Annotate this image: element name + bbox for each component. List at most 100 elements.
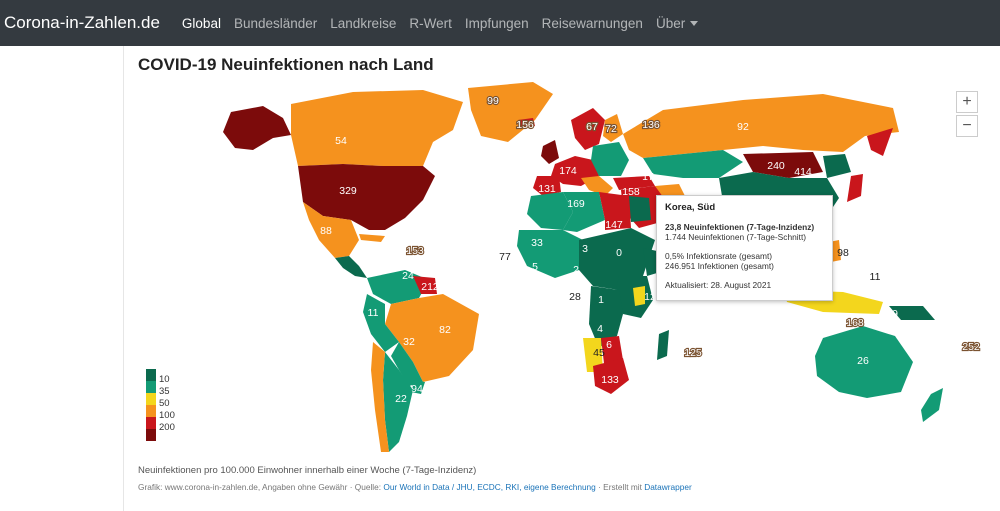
country-australia[interactable] [815,326,913,398]
country-usa[interactable] [298,164,435,230]
tooltip-country: Korea, Süd [665,202,716,213]
label-estonia: 136 [642,119,660,131]
country-uk[interactable] [541,140,559,164]
country-alaska[interactable] [223,106,291,150]
legend-swatch-50 [146,393,156,405]
label-paraguay: 94 [411,383,423,395]
nav-landkreise[interactable]: Landkreise [330,15,397,31]
datawrapper-link[interactable]: Datawrapper [644,482,692,492]
label-congo: 1 [598,294,604,306]
label-turkey: 158 [622,186,640,198]
world-map[interactable]: 99 156 67 72 92 54 240 414 329 174 131 1… [123,80,983,460]
country-west-africa[interactable] [517,230,583,278]
country-egypt[interactable] [629,196,651,222]
country-central-america[interactable] [335,256,367,278]
country-namibia[interactable] [583,338,603,372]
country-guyana[interactable] [413,276,437,294]
nav-ueber-label: Über [655,15,686,31]
country-libya[interactable] [599,192,631,230]
country-bolivia[interactable] [391,342,423,386]
legend-swatch-100 [146,405,156,417]
country-brazil[interactable] [385,294,479,382]
legend-label-35: 35 [159,386,170,397]
label-papua: 9 [892,308,898,320]
country-kamchatka[interactable] [867,128,893,156]
country-turkey[interactable] [613,176,655,190]
country-finland[interactable] [603,114,623,142]
country-eastern-europe[interactable] [591,142,629,176]
country-algeria[interactable] [563,192,605,232]
country-iceland[interactable] [518,118,535,128]
label-palau: 11 [870,271,881,283]
country-north-africa-west[interactable] [527,192,573,230]
label-russia: 92 [737,121,749,133]
caret-down-icon [690,20,699,26]
label-kazakh-west: 17 [642,171,654,183]
label-angola: 4 [597,323,603,335]
country-japan[interactable] [847,174,863,202]
country-iberia[interactable] [533,176,561,196]
country-greenland[interactable] [468,82,553,142]
country-madagascar[interactable] [657,330,669,360]
label-nigeria: 3 [582,243,588,255]
country-peru[interactable] [363,294,399,352]
map-description: Neuinfektionen pro 100.000 Einwohner inn… [138,465,477,476]
label-australia: 26 [857,355,869,367]
label-brazil: 82 [439,324,451,336]
country-colombia-venezuela[interactable] [367,270,429,304]
label-senegal: 33 [531,237,543,249]
country-kazakhstan[interactable] [643,150,743,178]
label-greenland: 99 [487,95,499,107]
label-philippines: 98 [837,247,849,259]
country-canada[interactable] [291,90,463,166]
label-cameroon: 2 [573,264,579,276]
source-link[interactable]: Our World in Data / JHU, ECDC, RKI, eige… [383,482,596,492]
legend-swatch-10 [146,369,156,381]
country-mexico[interactable] [303,202,359,258]
label-usa: 329 [339,185,357,197]
country-uruguay[interactable] [411,380,425,394]
label-gabon: 28 [569,291,581,303]
country-argentina[interactable] [383,352,413,452]
countries [223,82,943,452]
label-france: 174 [559,165,577,177]
country-papua[interactable] [889,306,935,320]
country-east-china-north[interactable] [823,154,851,178]
country-italy-balkans[interactable] [581,176,613,196]
source-prefix: Grafik: www.corona-in-zahlen.de, Angaben… [138,482,384,492]
zoom-in-button[interactable]: + [956,91,978,113]
country-new-zealand[interactable] [921,388,943,422]
label-argentina: 22 [395,393,407,405]
nav-global[interactable]: Global [181,15,221,31]
label-iceland: 156 [516,119,534,131]
country-southern-africa[interactable] [589,286,623,348]
nav-impfungen[interactable]: Impfungen [464,15,529,31]
label-libya: 147 [605,219,623,231]
brand-logo[interactable]: Corona-in-Zahlen.de [4,13,160,32]
country-chile[interactable] [371,342,389,452]
label-mauritius: 125 [684,347,702,359]
nav-reisewarnungen[interactable]: Reisewarnungen [541,15,643,31]
nav-ueber-dropdown[interactable]: Über [655,15,699,31]
country-russia[interactable] [623,94,899,158]
label-cape-verde: 77 [499,251,511,263]
label-zambia: 6 [606,339,612,351]
label-guinea: 5 [532,261,538,273]
zoom-out-button[interactable]: − [956,115,978,137]
legend-swatch-max [146,429,156,441]
country-cuba[interactable] [359,234,385,242]
label-south-africa: 133 [601,374,619,386]
country-central-africa[interactable] [579,228,655,290]
country-ethiopia-yellow[interactable] [633,286,645,306]
tooltip-average: 1.744 Neuinfektionen (7-Tage-Schnitt) [665,232,807,242]
country-mongolia[interactable] [743,152,823,178]
label-guyana: 212 [421,281,439,293]
country-scandinavia[interactable] [571,108,605,150]
label-canada: 54 [335,135,347,147]
nav-bundeslaender[interactable]: Bundesländer [233,15,318,31]
label-spain: 131 [538,183,556,195]
label-morocco-region: 169 [567,198,585,210]
country-value-labels: 99 156 67 72 92 54 240 414 329 174 131 1… [320,94,981,425]
nav-r-wert[interactable]: R-Wert [409,15,452,31]
country-south-africa[interactable] [593,358,629,394]
